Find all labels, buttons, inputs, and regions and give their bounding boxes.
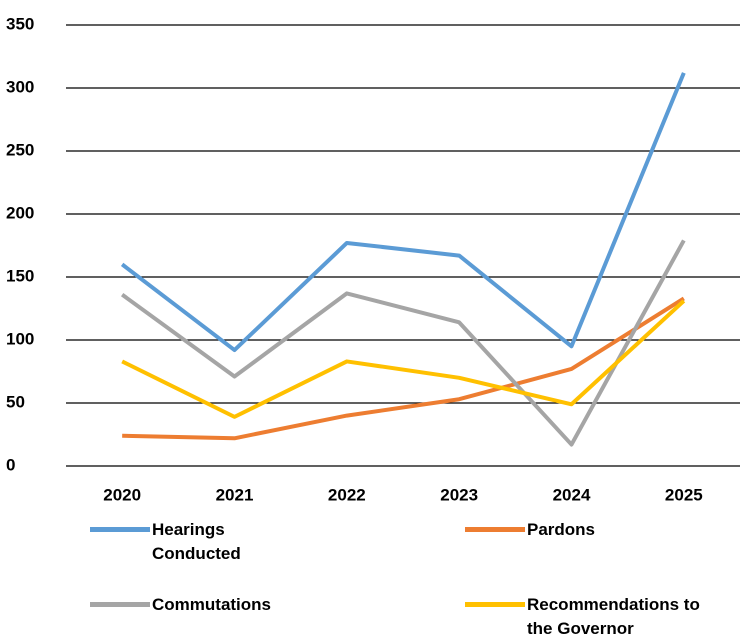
y-tick-label: 200 (6, 203, 34, 222)
legend-swatch (90, 527, 150, 532)
x-tick-label: 2022 (328, 485, 366, 504)
y-tick-label: 300 (6, 77, 34, 96)
y-tick-label: 150 (6, 266, 34, 285)
x-tick-label: 2021 (216, 485, 254, 504)
legend-swatch (90, 602, 150, 607)
y-tick-label: 350 (6, 14, 34, 33)
y-tick-label: 250 (6, 140, 34, 159)
x-tick-label: 2025 (665, 485, 703, 504)
series-line (120, 72, 686, 353)
x-tick-label: 2023 (440, 485, 478, 504)
y-tick-label: 50 (6, 392, 25, 411)
series-line (120, 239, 686, 447)
legend-label: Commutations (152, 595, 271, 614)
series-line (121, 299, 686, 419)
legend-label: Pardons (527, 520, 596, 539)
legend-swatch (465, 527, 525, 532)
x-tick-label: 2020 (103, 485, 141, 504)
y-tick-label: 0 (6, 455, 15, 474)
x-tick-label: 2024 (553, 485, 591, 504)
series-line (122, 296, 685, 441)
legend-swatch (465, 602, 525, 607)
y-tick-label: 100 (6, 329, 34, 348)
legend-label: Recommendations to the Governor (527, 595, 700, 638)
legend-label: Hearings Conducted (152, 520, 241, 563)
